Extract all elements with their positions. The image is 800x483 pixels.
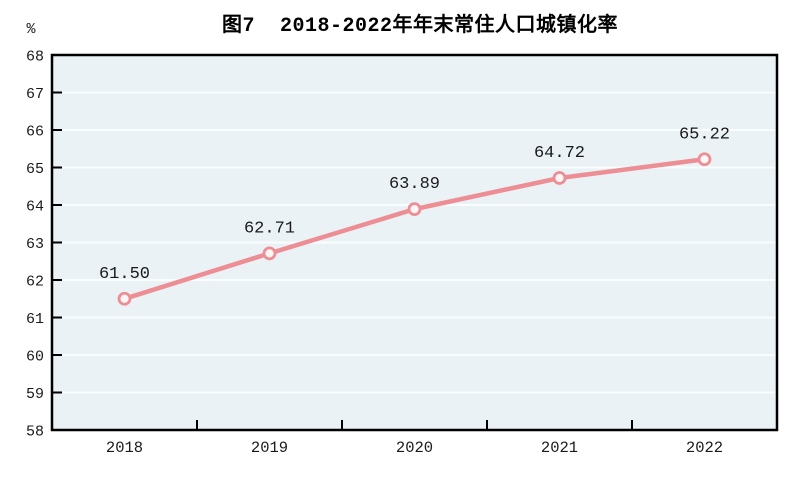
y-tick-label: 58 [26,424,44,441]
x-tick-label: 2018 [106,439,143,457]
y-tick-label: 61 [26,311,44,328]
data-value-label: 63.89 [389,175,440,194]
y-tick-label: 64 [26,199,44,216]
data-value-label: 62.71 [244,219,295,238]
data-point-marker [407,202,422,217]
y-tick-label: 68 [26,49,44,66]
chart-title: 图7 2018-2022年年末常住人口城镇化率 [221,15,619,38]
x-tick-label: 2020 [396,439,433,457]
data-value-label: 64.72 [534,144,585,163]
data-point-marker [552,171,567,185]
plot-border [50,53,779,432]
x-tick-label: 2019 [251,439,288,457]
x-tick-label: 2022 [686,439,723,457]
y-axis-unit-label: % [26,21,36,38]
y-tick-label: 67 [26,86,44,103]
data-value-label: 61.50 [99,265,150,284]
y-tick-label: 62 [26,274,44,291]
x-tick-label: 2021 [541,439,578,457]
data-point-marker [117,291,132,306]
data-point-marker [262,246,277,261]
y-tick-label: 63 [26,236,44,253]
y-tick-label: 65 [26,161,44,178]
y-tick-label: 59 [26,386,44,403]
y-tick-label: 66 [26,124,44,141]
data-point-marker [697,152,712,167]
y-tick-label: 60 [26,349,44,366]
data-value-label: 65.22 [679,125,730,144]
